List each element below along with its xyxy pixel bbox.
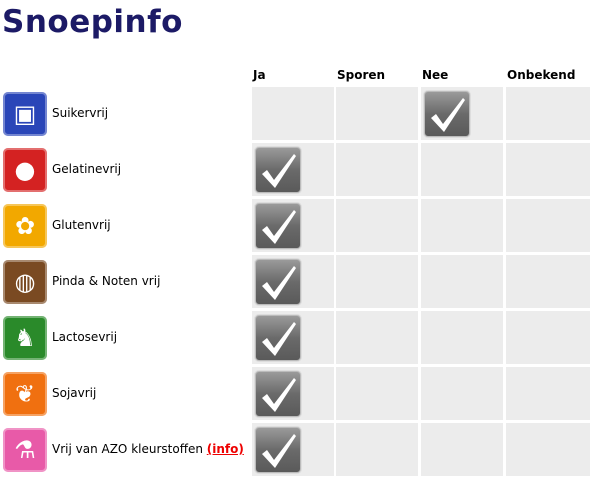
table-row: ❦ Sojavrij <box>0 367 600 420</box>
cell-nee <box>421 199 503 252</box>
cell-nee <box>421 423 503 476</box>
checkmark-icon <box>255 259 301 305</box>
cell-onbekend <box>506 423 590 476</box>
flask-icon: ⚗ <box>3 428 47 472</box>
table-row: ● Gelatinevrij <box>0 143 600 196</box>
cell-nee <box>421 311 503 364</box>
page-title: Snoepinfo <box>2 4 183 40</box>
column-header-nee: Nee <box>422 68 449 82</box>
cell-onbekend <box>506 143 590 196</box>
row-label: Lactosevrij <box>52 330 118 344</box>
row-label: Gelatinevrij <box>52 162 122 176</box>
cell-onbekend <box>506 367 590 420</box>
cell-onbekend <box>506 87 590 140</box>
cell-ja <box>252 423 334 476</box>
row-label: Pinda & Noten vrij <box>52 274 161 288</box>
cell-ja <box>252 143 334 196</box>
cell-onbekend <box>506 311 590 364</box>
cell-nee <box>421 255 503 308</box>
column-header-sporen: Sporen <box>337 68 386 82</box>
checkmark-icon <box>255 147 301 193</box>
cell-nee <box>421 87 503 140</box>
table-row: ✿ Glutenvrij <box>0 199 600 252</box>
checkmark-icon <box>424 91 470 137</box>
cell-onbekend <box>506 255 590 308</box>
wheat-icon: ✿ <box>3 204 47 248</box>
cell-sporen <box>336 311 418 364</box>
checkmark-icon <box>255 371 301 417</box>
peanut-icon: ◍ <box>3 260 47 304</box>
info-link[interactable]: (info) <box>206 442 244 456</box>
table-row: ♞ Lactosevrij <box>0 311 600 364</box>
cow-icon: ♞ <box>3 316 47 360</box>
row-label: Glutenvrij <box>52 218 111 232</box>
cell-sporen <box>336 255 418 308</box>
table-row: ⚗ Vrij van AZO kleurstoffen (info) <box>0 423 600 476</box>
column-header-onbekend: Onbekend <box>507 68 576 82</box>
jelly-icon: ● <box>3 148 47 192</box>
sugar-cubes-icon: ▣ <box>3 92 47 136</box>
cell-ja <box>252 199 334 252</box>
cell-ja <box>252 311 334 364</box>
checkmark-icon <box>255 315 301 361</box>
cell-sporen <box>336 367 418 420</box>
cell-sporen <box>336 143 418 196</box>
column-header-ja: Ja <box>253 68 266 82</box>
cell-sporen <box>336 423 418 476</box>
row-label: Vrij van AZO kleurstoffen (info) <box>52 442 244 456</box>
table-row: ▣ Suikervrij <box>0 87 600 140</box>
cell-onbekend <box>506 199 590 252</box>
row-label: Sojavrij <box>52 386 97 400</box>
cell-sporen <box>336 87 418 140</box>
checkmark-icon <box>255 203 301 249</box>
cell-ja <box>252 87 334 140</box>
table-row: ◍ Pinda & Noten vrij <box>0 255 600 308</box>
checkmark-icon <box>255 427 301 473</box>
cell-ja <box>252 367 334 420</box>
soy-icon: ❦ <box>3 372 47 416</box>
cell-ja <box>252 255 334 308</box>
cell-nee <box>421 367 503 420</box>
row-label: Suikervrij <box>52 106 109 120</box>
cell-sporen <box>336 199 418 252</box>
cell-nee <box>421 143 503 196</box>
